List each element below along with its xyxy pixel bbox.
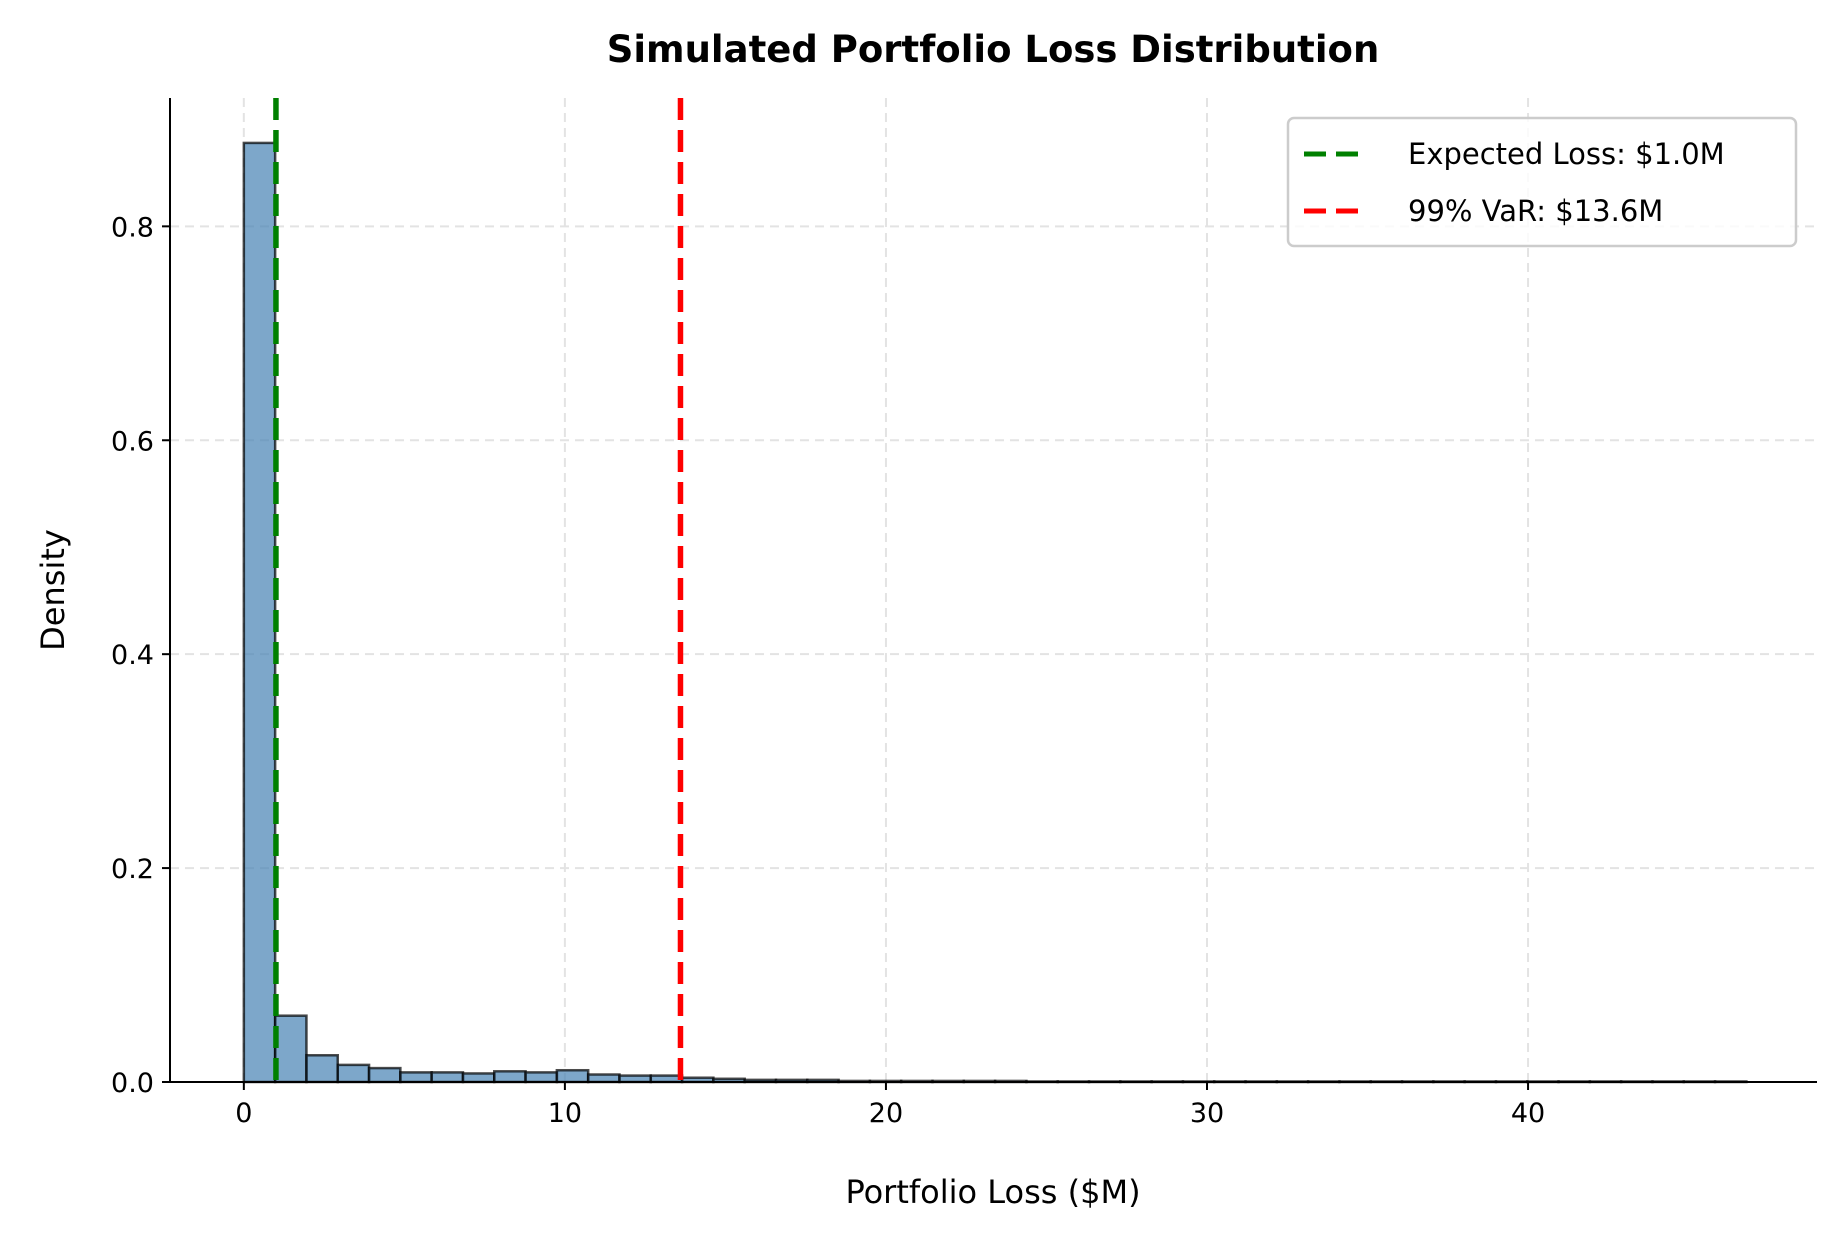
x-tick-label: 0 [235, 1098, 252, 1129]
legend-label-var: 99% VaR: $13.6M [1408, 194, 1663, 228]
x-axis-label: Portfolio Loss ($M) [845, 1173, 1140, 1211]
histogram-bar [461, 1072, 496, 1084]
y-tick-label: 0.0 [111, 1068, 154, 1099]
y-tick-label: 0.6 [111, 426, 154, 457]
histogram-bar [430, 1071, 465, 1084]
histogram-bars [242, 141, 1748, 1084]
y-tick-label: 0.4 [111, 640, 154, 671]
x-tick-label: 30 [1190, 1098, 1224, 1129]
histogram-bar [555, 1068, 590, 1084]
histogram-bar [242, 141, 277, 1084]
histogram-bar [586, 1073, 621, 1084]
histogram-bar [273, 1014, 308, 1084]
chart-title: Simulated Portfolio Loss Distribution [607, 28, 1380, 71]
axes [169, 98, 1817, 1083]
x-tick-label: 10 [548, 1098, 582, 1129]
x-tick-label: 40 [1511, 1098, 1545, 1129]
x-tick-label: 20 [869, 1098, 903, 1129]
histogram-bar [305, 1054, 339, 1084]
legend: Expected Loss: $1.0M 99% VaR: $13.6M [1286, 116, 1798, 248]
histogram-bar [367, 1066, 402, 1084]
ticks: 0 10 20 30 40 0.0 0.2 0.4 0.6 0.8 [111, 212, 1545, 1129]
reference-lines [273, 98, 684, 1082]
histogram-bar [493, 1070, 527, 1084]
legend-label-expected-loss: Expected Loss: $1.0M [1408, 137, 1725, 171]
histogram-bar [524, 1071, 559, 1084]
histogram-bar [336, 1063, 371, 1084]
y-tick-label: 0.2 [111, 854, 154, 885]
y-axis-label: Density [34, 529, 72, 651]
y-tick-label: 0.8 [111, 212, 154, 243]
histogram-bar [399, 1071, 433, 1084]
